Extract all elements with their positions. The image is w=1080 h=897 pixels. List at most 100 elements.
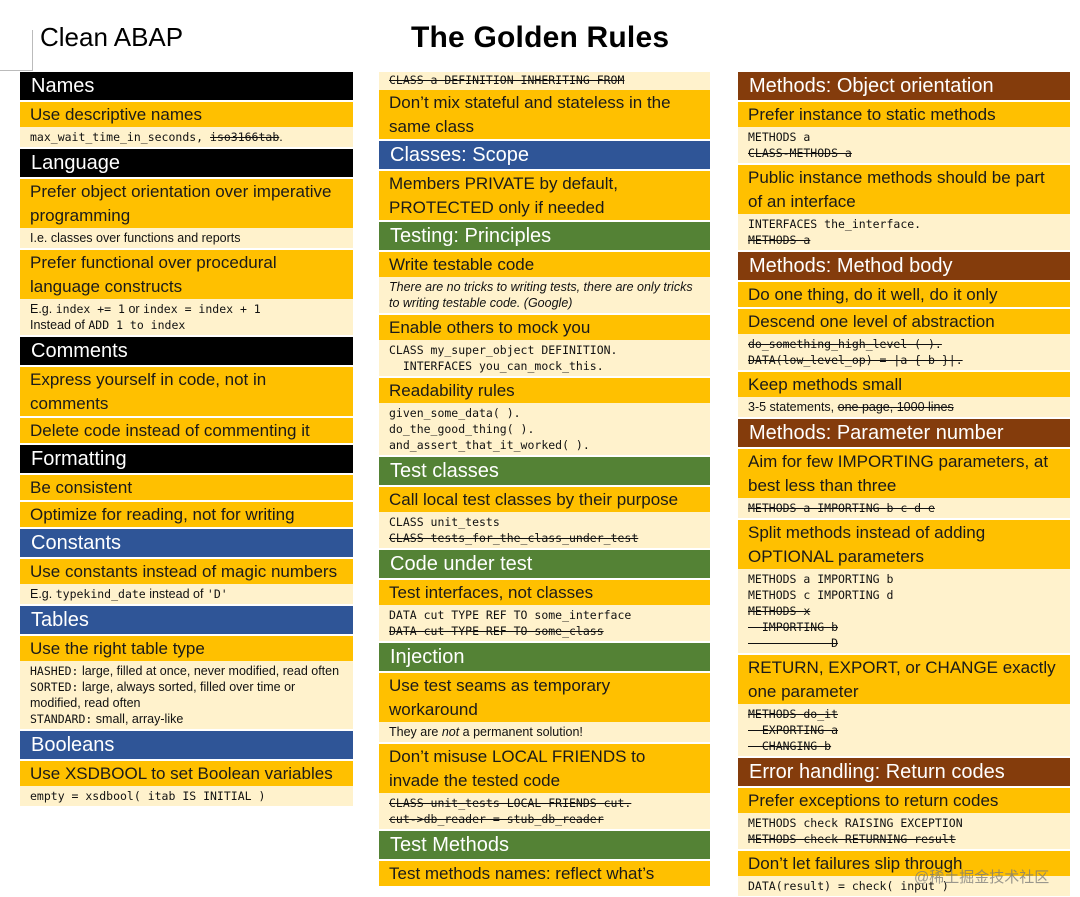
code-bad: IMPORTING b — [748, 620, 839, 634]
code: INTERFACES you_can_mock_this. — [389, 359, 604, 373]
detail-line: SORTED: large, always sorted, filled ove… — [30, 679, 343, 711]
text-bad: one page, 1000 lines — [837, 400, 954, 414]
rule-mock-you: Enable others to mock you CLASS my_super… — [379, 315, 710, 378]
code: index += 1 — [55, 302, 125, 316]
rule-detail: INTERFACES the_interface. METHODS a — [738, 214, 1070, 250]
rule-title: Write testable code — [379, 252, 710, 277]
rule-detail: METHODS check RAISING EXCEPTION METHODS … — [738, 813, 1070, 849]
section-header-language: Language — [20, 149, 353, 179]
text: small, array-like — [92, 712, 184, 726]
rule-test-interfaces: Test interfaces, not classes DATA cut TY… — [379, 580, 710, 643]
section-header-tables: Tables — [20, 606, 353, 636]
code-good: METHODS a — [748, 130, 811, 144]
rule-public-interface: Public instance methods should be part o… — [738, 165, 1070, 252]
rule-title: Delete code instead of commenting it — [20, 418, 353, 443]
text: They are — [389, 725, 442, 739]
text: large, filled at once, never modified, r… — [78, 664, 340, 678]
rule-detail: DATA(result) = check( input ) — [738, 876, 1070, 896]
code-bad: METHODS a — [748, 233, 811, 247]
detail-line: Instead of ADD 1 to index — [30, 317, 343, 333]
code-bad: do_something_high_level ( ). — [748, 337, 942, 351]
section-header-testing-principles: Testing: Principles — [379, 222, 710, 252]
text-emphasis: not — [441, 725, 460, 739]
rule-detail: CLASS my_super_object DEFINITION. INTERF… — [379, 340, 710, 376]
rule-local-test-classes: Call local test classes by their purpose… — [379, 487, 710, 550]
rule-constants: Use constants instead of magic numbers E… — [20, 559, 353, 606]
rule-instance-methods: Prefer instance to static methods METHOD… — [738, 102, 1070, 165]
rule-one-thing: Do one thing, do it well, do it only — [738, 282, 1070, 309]
section-header-classes-scope: Classes: Scope — [379, 141, 710, 171]
rule-title: Call local test classes by their purpose — [379, 487, 710, 512]
text: E.g. — [30, 587, 56, 601]
code: do_the_good_thing( ). — [389, 422, 535, 436]
section-header-method-body: Methods: Method body — [738, 252, 1070, 282]
code: SORTED: — [30, 680, 79, 694]
rule-title: Do one thing, do it well, do it only — [738, 282, 1070, 307]
section-header-constants: Constants — [20, 529, 353, 559]
rule-split-methods: Split methods instead of adding OPTIONAL… — [738, 520, 1070, 655]
section-header-code-under-test: Code under test — [379, 550, 710, 580]
rule-title: Prefer instance to static methods — [738, 102, 1070, 127]
code-good: METHODS a IMPORTING b — [748, 572, 894, 586]
rule-detail: CLASS a DEFINITION INHERITING FROM — [379, 72, 710, 90]
code: ADD 1 to index — [88, 318, 186, 332]
rule-detail: CLASS unit_tests CLASS tests_for_the_cla… — [379, 512, 710, 548]
rule-detail: do_something_high_level ( ). DATA(low_le… — [738, 334, 1070, 370]
section-header-test-methods: Test Methods — [379, 831, 710, 861]
rule-title: Use constants instead of magic numbers — [20, 559, 353, 584]
corner-border — [0, 30, 33, 71]
rule-title: Prefer exceptions to return codes — [738, 788, 1070, 813]
rule-title: Don’t let failures slip through — [738, 851, 1070, 876]
rule-title: Descend one level of abstraction — [738, 309, 1070, 334]
code-good: METHODS c IMPORTING d — [748, 588, 894, 602]
section-header-formatting: Formatting — [20, 445, 353, 475]
code-bad: DATA(low_level_op) = |a { b }|. — [748, 353, 963, 367]
code-bad: METHODS a IMPORTING b c d e — [748, 501, 935, 515]
rule-title: Test methods names: reflect what’s — [379, 861, 710, 886]
rule-small-methods: Keep methods small 3-5 statements, one p… — [738, 372, 1070, 419]
code: CLASS my_super_object DEFINITION. — [389, 343, 618, 357]
detail-line: HASHED: large, filled at once, never mod… — [30, 663, 343, 679]
rule-title: Don’t misuse LOCAL FRIENDS to invade the… — [379, 744, 710, 793]
code: HASHED: — [30, 664, 79, 678]
rule-title: Use test seams as temporary workaround — [379, 673, 710, 722]
rule-members-private: Members PRIVATE by default, PROTECTED on… — [379, 171, 710, 222]
rule-title: Use XSDBOOL to set Boolean variables — [20, 761, 353, 786]
rule-title: Enable others to mock you — [379, 315, 710, 340]
code-good: METHODS check RAISING EXCEPTION — [748, 816, 963, 830]
rule-title: Split methods instead of adding OPTIONAL… — [738, 520, 1070, 569]
rule-title: Express yourself in code, not in comment… — [20, 367, 353, 416]
rule-detail: CLASS unit_tests LOCAL FRIENDS cut. cut-… — [379, 793, 710, 829]
section-header-comments: Comments — [20, 337, 353, 367]
section-header-booleans: Booleans — [20, 731, 353, 761]
rule-detail: E.g. index += 1 or index = index + 1 Ins… — [20, 299, 353, 335]
code-bad: METHODS do_it — [748, 707, 839, 721]
code-bad: DATA cut TYPE REF TO some_class — [389, 624, 604, 638]
app-title: Clean ABAP — [40, 22, 184, 52]
code-bad: CLASS-METHODS a — [748, 146, 852, 160]
text: instead of — [145, 587, 207, 601]
code-bad: CHANGING b — [748, 739, 832, 753]
column-middle: CLASS a DEFINITION INHERITING FROM Don’t… — [379, 72, 710, 897]
rule-few-importing: Aim for few IMPORTING parameters, at bes… — [738, 449, 1070, 520]
rule-delete-code: Delete code instead of commenting it — [20, 418, 353, 445]
rule-detail: HASHED: large, filled at once, never mod… — [20, 661, 353, 729]
code-bad: CLASS tests_for_the_class_under_test — [389, 531, 639, 545]
rule-be-consistent: Be consistent — [20, 475, 353, 502]
column-right: Methods: Object orientation Prefer insta… — [738, 72, 1070, 897]
watermark: @稀土掘金技术社区 — [914, 869, 1050, 886]
section-header-object-orientation: Methods: Object orientation — [738, 72, 1070, 102]
rule-detail: DATA cut TYPE REF TO some_interface DATA… — [379, 605, 710, 641]
rule-xsdbool: Use XSDBOOL to set Boolean variables emp… — [20, 761, 353, 808]
rule-detail: METHODS a IMPORTING b c d e — [738, 498, 1070, 518]
rule-title: Prefer functional over procedural langua… — [20, 250, 353, 299]
rule-detail: There are no tricks to writing tests, th… — [379, 277, 710, 313]
code-good: max_wait_time_in_seconds, — [30, 130, 211, 144]
code-bad: CLASS a DEFINITION INHERITING FROM — [389, 73, 625, 87]
code: and_assert_that_it_worked( ). — [389, 438, 590, 452]
rule-title: Prefer object orientation over imperativ… — [20, 179, 353, 228]
section-header-names: Names — [20, 72, 353, 102]
column-left: Names Use descriptive names max_wait_tim… — [20, 72, 353, 897]
code-bad: CLASS unit_tests LOCAL FRIENDS cut. — [389, 796, 632, 810]
code-bad: EXPORTING a — [748, 723, 839, 737]
